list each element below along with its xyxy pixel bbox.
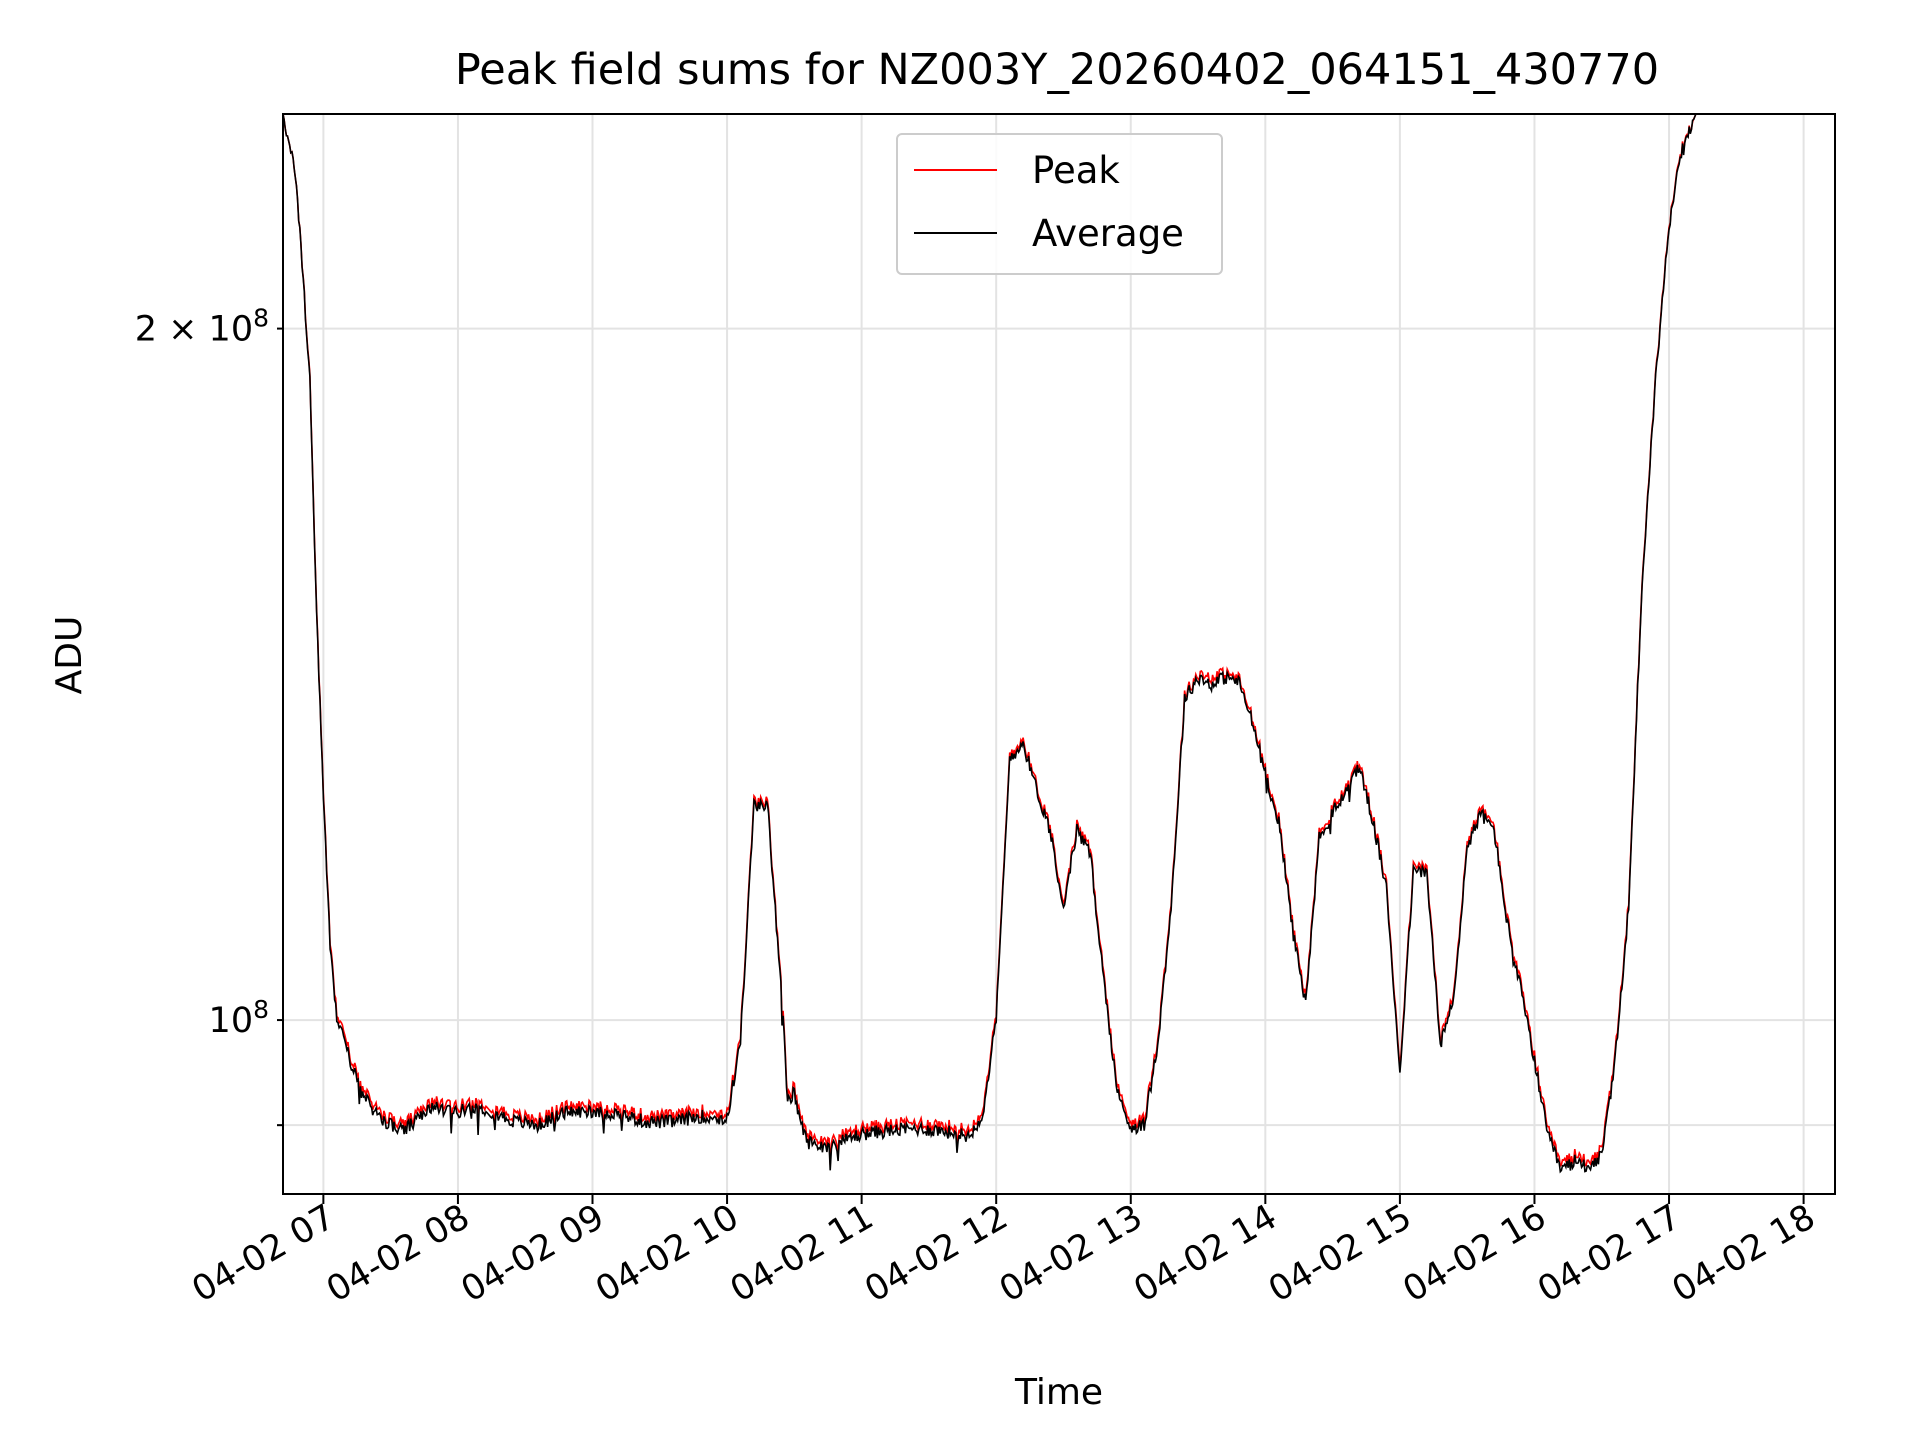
y-axis-ticks: 2 × 108 108 xyxy=(135,304,283,1127)
y-tick-label: 108 xyxy=(209,995,269,1041)
legend: Peak Average xyxy=(896,133,1223,275)
series-line-peak xyxy=(283,114,1835,1168)
x-axis-label: Time xyxy=(1014,1372,1103,1413)
legend-label-average: Average xyxy=(1032,212,1184,255)
series-line-average xyxy=(283,114,1835,1174)
y-axis-label: ADU xyxy=(49,616,90,695)
plot-frame xyxy=(282,113,1836,1195)
chart-title: Peak field sums for NZ003Y_20260402_0641… xyxy=(455,45,1659,95)
legend-label-peak: Peak xyxy=(1032,149,1120,192)
plot-lines xyxy=(283,114,1835,1174)
y-tick-label: 2 × 108 xyxy=(135,304,269,350)
grid xyxy=(283,114,1835,1194)
